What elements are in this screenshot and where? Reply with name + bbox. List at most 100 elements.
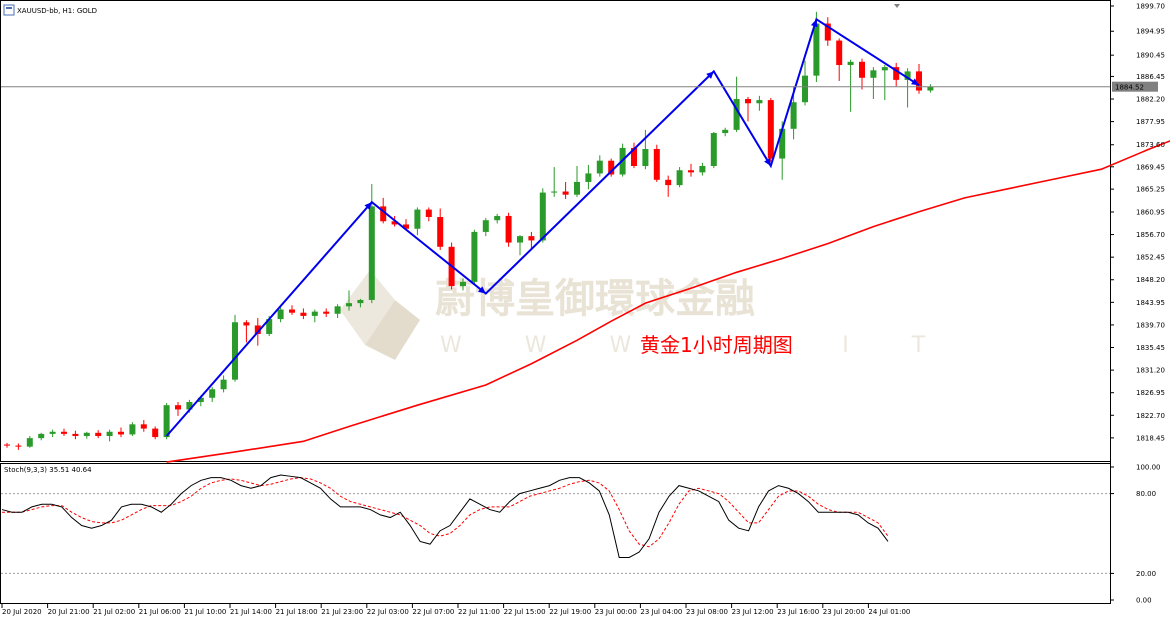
candle-body	[106, 431, 113, 437]
candle-body	[15, 445, 22, 447]
candle-body	[653, 148, 660, 180]
zigzag-arrowhead	[364, 202, 372, 210]
time-tick-label: 23 Jul 20:00	[823, 608, 865, 616]
price-tick-label: 1877.95	[1136, 118, 1165, 126]
price-tick-label: 1894.95	[1136, 28, 1165, 36]
time-tick-label: 23 Jul 04:00	[640, 608, 682, 616]
stoch-header: Stoch(9,3,3) 35.51 40.64	[4, 466, 92, 474]
time-tick-label: 23 Jul 16:00	[777, 608, 819, 616]
price-tick-label: 1873.60	[1136, 141, 1165, 149]
candle-body	[368, 206, 375, 300]
candle-body	[893, 67, 900, 80]
candle-body	[26, 438, 33, 447]
candle-body	[528, 236, 535, 241]
price-tick-label: 1856.70	[1136, 231, 1165, 239]
candle-body	[710, 133, 717, 166]
candle-body	[300, 312, 307, 316]
price-tick-label: 1865.25	[1136, 186, 1165, 194]
time-tick-label: 20 Jul 21:00	[48, 608, 90, 616]
price-tick-label: 1839.70	[1136, 321, 1165, 329]
candle-body	[836, 40, 843, 66]
time-tick-label: 22 Jul 15:00	[504, 608, 546, 616]
price-tick-label: 1818.45	[1136, 434, 1165, 442]
time-tick-label: 23 Jul 00:00	[595, 608, 637, 616]
candle-body	[745, 99, 751, 104]
price-tick-label: 1882.20	[1136, 96, 1165, 104]
time-tick-label: 23 Jul 08:00	[686, 608, 728, 616]
candle-body	[482, 220, 489, 232]
time-tick-label: 21 Jul 14:00	[230, 608, 272, 616]
candle-body	[140, 424, 147, 429]
candle-body	[334, 306, 341, 314]
candle-body	[585, 173, 592, 182]
candle-body	[494, 215, 501, 221]
main-chart-frame	[0, 0, 1111, 462]
stoch-panel-frame	[0, 463, 1111, 604]
shift-marker-icon[interactable]	[894, 4, 900, 8]
stoch-tick-label: 20.00	[1136, 570, 1156, 578]
candle-body	[574, 181, 580, 195]
stoch-tick-label: 80.00	[1136, 490, 1156, 498]
candle-body	[767, 100, 774, 159]
time-tick-label: 23 Jul 12:00	[732, 608, 774, 616]
candle-body	[95, 432, 102, 437]
candle-body	[733, 99, 740, 130]
candle-body	[220, 379, 227, 390]
time-tick-label: 24 Jul 01:00	[868, 608, 910, 616]
candle-body	[688, 170, 694, 173]
candle-body	[665, 179, 672, 186]
candle-body	[72, 433, 79, 437]
candle-body	[437, 217, 444, 247]
candle-body	[847, 61, 854, 66]
time-tick-label: 22 Jul 03:00	[367, 608, 409, 616]
candle-body	[425, 209, 432, 218]
candle-body	[471, 231, 478, 282]
time-tick-label: 22 Jul 07:00	[412, 608, 454, 616]
candle-body	[323, 311, 330, 314]
candle-body	[881, 67, 888, 71]
candle-body	[4, 444, 10, 446]
chart-annotation: 黄金1小时周期图	[640, 333, 793, 357]
current-price-label: 1884.52	[1115, 84, 1144, 92]
zigzag-arrowhead	[911, 78, 919, 86]
price-tick-label: 1848.20	[1136, 276, 1165, 284]
price-tick-label: 1822.70	[1136, 412, 1165, 420]
candle-body	[517, 236, 523, 243]
stoch-main-line	[1, 474, 889, 558]
candle-body	[311, 311, 318, 316]
candle-body	[254, 325, 261, 334]
candle-body	[505, 215, 512, 243]
current-price-tag	[1112, 81, 1158, 92]
candle-body	[357, 299, 364, 304]
price-tick-label: 1890.45	[1136, 52, 1165, 60]
candle-body	[676, 170, 683, 186]
candle-body	[916, 71, 922, 91]
stoch-tick-label: 0.00	[1136, 597, 1152, 605]
time-tick-label: 21 Jul 06:00	[139, 608, 181, 616]
candle-body	[129, 424, 136, 435]
candle-body	[631, 147, 637, 166]
candle-body	[824, 23, 831, 41]
candle-body	[243, 322, 250, 326]
candle-body	[927, 86, 934, 91]
time-tick-label: 20 Jul 2020	[2, 608, 42, 616]
candle-body	[539, 192, 546, 241]
candle-body	[460, 281, 466, 287]
candle-body	[859, 61, 865, 78]
candle-body	[83, 432, 90, 437]
moving-average-line	[166, 140, 1170, 463]
chart-window-icon[interactable]	[3, 4, 15, 16]
watermark-chinese: 蔚博皇御環球金融	[435, 276, 755, 322]
zigzag-arrowhead	[810, 19, 818, 28]
candle-body	[802, 75, 808, 103]
candle-body	[608, 160, 615, 175]
candle-body	[779, 128, 786, 159]
candle-body	[266, 319, 273, 334]
time-tick-label: 22 Jul 11:00	[458, 608, 500, 616]
zigzag-arrowhead	[764, 158, 771, 166]
price-tick-label: 1835.45	[1136, 344, 1165, 352]
time-tick-label: 21 Jul 02:00	[93, 608, 135, 616]
time-tick-label: 21 Jul 18:00	[276, 608, 318, 616]
candle-body	[61, 431, 67, 434]
